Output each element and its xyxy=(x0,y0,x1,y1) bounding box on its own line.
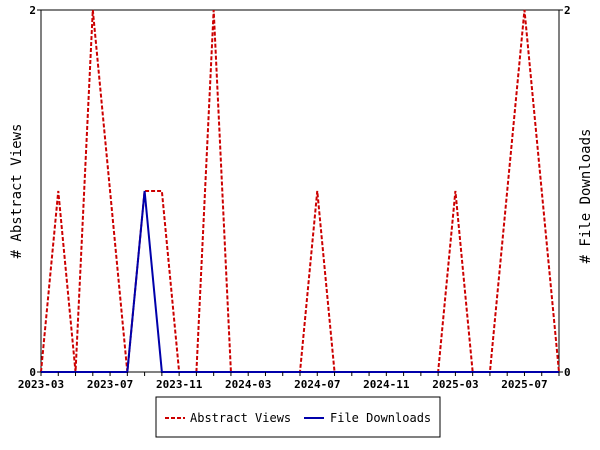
legend: Abstract Views File Downloads xyxy=(155,396,441,438)
x-tick-label: 2023-03 xyxy=(18,378,64,391)
legend-box xyxy=(155,396,441,438)
y-left-tick-label: 2 xyxy=(29,4,36,17)
x-tick-label: 2023-11 xyxy=(156,378,203,391)
x-tick-label: 2024-11 xyxy=(363,378,410,391)
x-tick-label: 2024-03 xyxy=(225,378,271,391)
legend-label-abstract-views: Abstract Views xyxy=(190,411,291,425)
x-tick-label: 2025-07 xyxy=(501,378,547,391)
plot-area xyxy=(40,9,560,373)
ticks-layer: 2023-03 2023-07 2023-11 2024-03 2024-07 2024-… xyxy=(18,4,571,391)
x-tick-label: 2025-03 xyxy=(432,378,478,391)
y-left-tick-label: 0 xyxy=(29,366,36,379)
y-axis-right-title: # File Downloads xyxy=(578,129,594,264)
x-tick-label: 2024-07 xyxy=(294,378,340,391)
y-right-tick-label: 2 xyxy=(564,4,571,17)
y-axis-left-title: # Abstract Views xyxy=(9,124,25,259)
x-tick-label: 2023-07 xyxy=(87,378,133,391)
legend-label-file-downloads: File Downloads xyxy=(330,411,431,425)
y-right-tick-label: 0 xyxy=(564,366,571,379)
